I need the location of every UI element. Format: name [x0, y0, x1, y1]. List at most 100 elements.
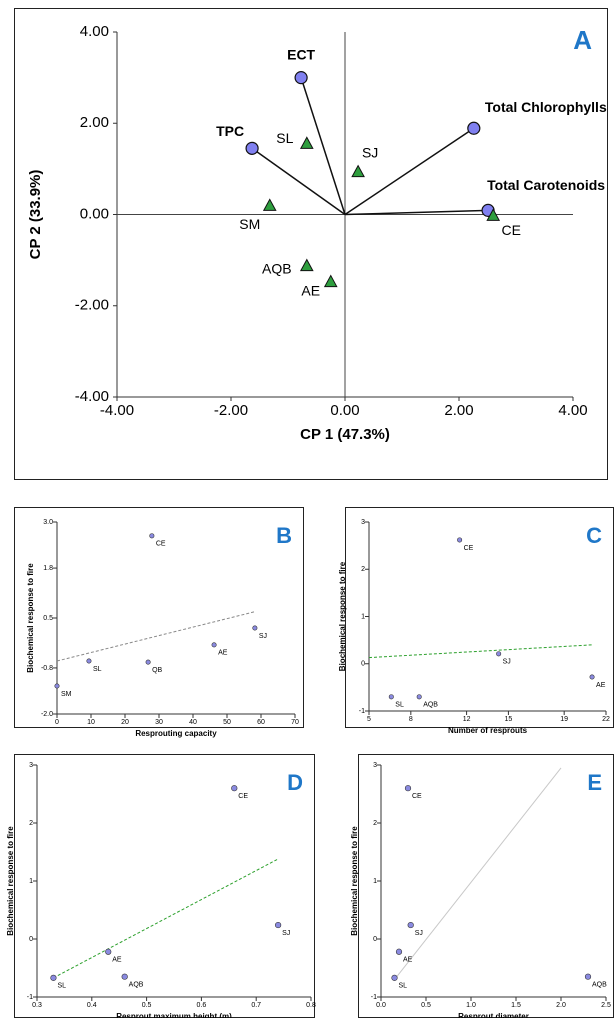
x-tick-label: 70: [291, 719, 299, 726]
point-label: SJ: [503, 659, 511, 666]
trend-line: [53, 858, 279, 979]
point: [86, 658, 92, 664]
point-label: SL: [399, 983, 408, 990]
panel-label: C: [586, 523, 602, 548]
point-label: AE: [218, 650, 228, 657]
point-label: AE: [596, 682, 606, 689]
point: [388, 694, 394, 700]
x-tick-label: 0.6: [197, 1002, 207, 1009]
y-tick-label: 1: [29, 878, 33, 885]
point: [121, 973, 128, 980]
y-tick-label: 2: [29, 820, 33, 827]
point-label: SJ: [259, 633, 267, 640]
panel-label: E: [587, 770, 602, 795]
score-point: [262, 198, 277, 211]
y-tick-label: -1: [371, 994, 377, 1001]
x-tick-label: 1.0: [466, 1002, 476, 1009]
score-point: [323, 274, 338, 288]
y-tick-label: 2: [373, 820, 377, 827]
x-tick-label: 4.00: [558, 402, 587, 419]
y-axis-label: Biochemical response to fire: [26, 563, 35, 673]
point: [105, 948, 112, 955]
x-tick-label: 30: [155, 719, 163, 726]
loading-point: [467, 121, 481, 135]
y-tick-label: 3: [361, 519, 365, 526]
loading-vector: [344, 127, 475, 216]
point: [211, 642, 217, 648]
y-tick-label: 3: [373, 762, 377, 769]
x-axis-label: Resprout maximum height (m): [116, 1012, 232, 1018]
point-label: QB: [152, 667, 162, 674]
x-tick-label: 22: [602, 716, 610, 723]
score-label: AE: [301, 282, 320, 298]
x-axis-label: CP 1 (47.3%): [300, 426, 390, 443]
point: [391, 974, 398, 981]
panel-label: A: [573, 25, 592, 55]
x-tick-label: 0: [55, 719, 59, 726]
loading-point: [294, 71, 308, 85]
panel-frame: [14, 754, 315, 1018]
point-label: AE: [112, 957, 122, 964]
trend-line: [394, 767, 562, 980]
x-tick-label: 0.5: [142, 1002, 152, 1009]
score-label: AQB: [262, 260, 292, 276]
y-tick-label: 1.8: [43, 565, 53, 572]
panel: A -4.00 -2.00 0.00 2.00 4.00 -4.00 -2.00 0.00 2.0…: [14, 8, 608, 480]
y-axis-label: CP 2 (33.9%): [27, 170, 44, 260]
x-tick-label: 40: [189, 719, 197, 726]
y-axis-label: Biochemical response to fire: [6, 826, 15, 936]
score-label: SM: [239, 216, 260, 232]
point-label: SJ: [415, 930, 423, 937]
point-label: CE: [412, 793, 422, 800]
panel: D -1 0 1 2 3 0.3 0.4 0.5 0.6 0.7 0.8 Resprout maximu…: [6, 754, 316, 1018]
point: [589, 674, 595, 680]
point: [404, 785, 412, 792]
score-point: [486, 208, 501, 221]
trend-line: [56, 611, 255, 662]
loading-vector: [251, 147, 346, 216]
loading-vector: [300, 77, 346, 215]
loading-label: Total Carotenoids: [487, 177, 605, 193]
y-tick-label: 1: [361, 613, 365, 620]
panel: E -1 0 1 2 3 0.0 0.5 1.0 1.5 2.0 2.5 Resprout diamet…: [350, 754, 614, 1018]
point-label: CE: [238, 793, 248, 800]
x-tick-label: 5: [367, 716, 371, 723]
y-tick-label: 0.5: [43, 615, 53, 622]
point-label: CE: [464, 545, 474, 552]
loading-point: [245, 141, 259, 155]
score-label: CE: [501, 222, 520, 238]
point-label: AE: [403, 957, 413, 964]
point: [416, 694, 422, 700]
point: [457, 537, 463, 543]
loading-label: ECT: [287, 46, 315, 62]
x-tick-label: 2.0: [556, 1002, 566, 1009]
point: [231, 785, 238, 792]
panel-frame: [14, 507, 304, 728]
y-tick-label: 3: [29, 762, 33, 769]
point-label: SJ: [282, 930, 290, 937]
x-tick-label: 10: [87, 719, 95, 726]
point: [275, 921, 282, 929]
loading-label: Total Chlorophylls: [485, 99, 607, 115]
score-point: [351, 164, 365, 178]
panel-label: D: [287, 770, 303, 795]
point: [407, 921, 414, 929]
point-label: AQB: [129, 982, 144, 989]
y-tick-label: 1: [373, 878, 377, 885]
x-tick-label: 8: [409, 716, 413, 723]
score-point: [299, 258, 314, 272]
point-label: CE: [156, 541, 166, 548]
point-label: SL: [93, 666, 102, 673]
panel-frame: [14, 8, 608, 480]
y-tick-label: 2.00: [80, 114, 109, 131]
y-tick-label: 2: [361, 566, 365, 573]
point: [54, 683, 60, 689]
x-tick-label: 0.8: [306, 1002, 316, 1009]
point: [149, 533, 155, 539]
x-tick-label: 1.5: [511, 1002, 521, 1009]
loading-label: TPC: [216, 123, 244, 139]
point: [496, 651, 502, 657]
x-axis-label: Number of resprouts: [448, 726, 528, 735]
x-tick-label: 50: [223, 719, 231, 726]
